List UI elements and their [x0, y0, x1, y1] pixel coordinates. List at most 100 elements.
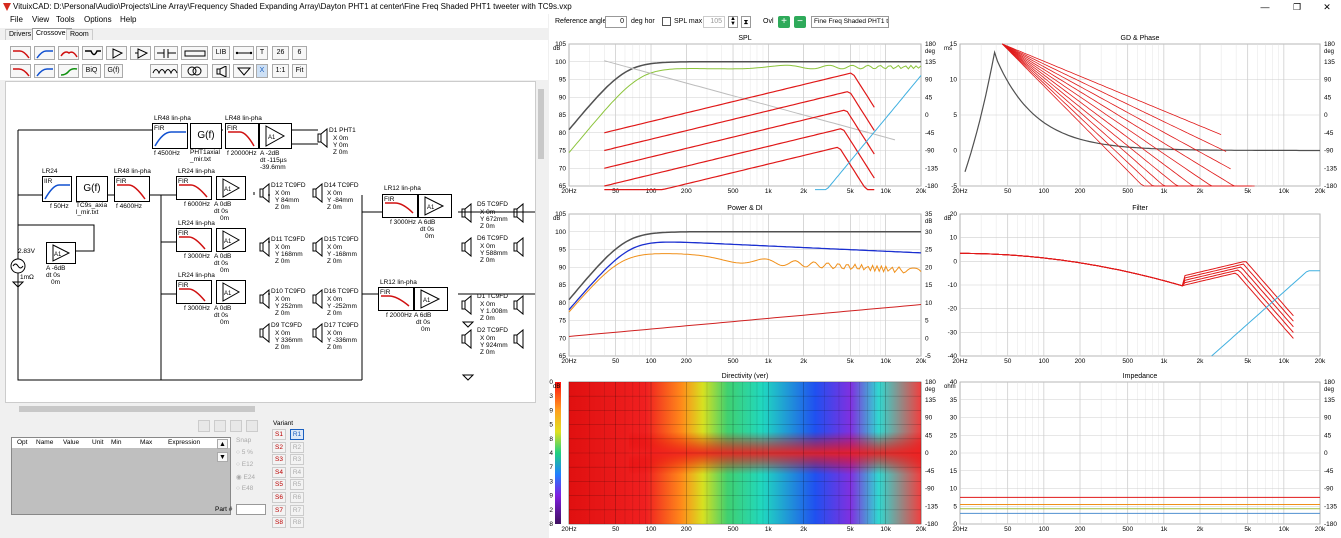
maximize-button[interactable]: ❐ — [1292, 2, 1302, 12]
amplifier-button[interactable] — [130, 46, 151, 60]
d6-pair-driver-icon[interactable] — [513, 236, 525, 258]
lr24-3000a-block[interactable]: FIR — [176, 228, 212, 252]
d15-driver-icon[interactable] — [312, 236, 324, 258]
variant-r5[interactable]: R5 — [290, 479, 304, 491]
variant-s8[interactable]: S8 — [272, 517, 286, 529]
d5-driver-icon[interactable] — [461, 202, 473, 224]
notch-filter-button[interactable] — [82, 46, 103, 60]
font-size-6-button[interactable]: 6 — [292, 46, 307, 60]
ref-angle-input[interactable]: 0 — [605, 16, 627, 28]
d1-tc9-driver-icon[interactable] — [461, 294, 473, 316]
d6-driver-icon[interactable] — [461, 236, 473, 258]
lr24-3000a-amp[interactable]: A1 — [216, 228, 246, 252]
transformer-button[interactable] — [181, 64, 208, 78]
shelf-filter-button[interactable] — [58, 64, 79, 78]
col-unit[interactable]: Unit — [92, 439, 104, 446]
variant-s5[interactable]: S5 — [272, 479, 286, 491]
lr12-2000-amp[interactable]: A1 — [414, 287, 448, 311]
buffer-button[interactable] — [106, 46, 127, 60]
font-size-26-button[interactable]: 26 — [272, 46, 289, 60]
variant-s1[interactable]: S1 — [272, 429, 286, 440]
col-value[interactable]: Value — [63, 439, 80, 446]
lr24-highpass-block[interactable]: IIR — [42, 176, 72, 202]
variant-r2[interactable]: R2 — [290, 441, 304, 453]
variant-r6[interactable]: R6 — [290, 492, 304, 503]
col-expression[interactable]: Expression — [168, 439, 201, 446]
hourglass-icon[interactable]: ⧗ — [741, 16, 751, 28]
x-toggle-button[interactable]: X — [256, 64, 268, 78]
move-up-button[interactable]: ▲ — [217, 439, 228, 449]
lr24-3000b-block[interactable]: FIR — [176, 280, 212, 304]
close-button[interactable]: ✕ — [1323, 2, 1331, 12]
d9-driver-icon[interactable] — [259, 322, 271, 344]
add-overlay-button[interactable]: + — [778, 16, 790, 28]
gf-tc9-block[interactable]: G(f) — [76, 176, 108, 202]
lowpass2-filter-button[interactable] — [10, 64, 31, 78]
part-number-input[interactable] — [236, 504, 266, 515]
variant-r8[interactable]: R8 — [290, 517, 304, 529]
variant-s4[interactable]: S4 — [272, 466, 286, 478]
variant-s6[interactable]: S6 — [272, 492, 286, 503]
schematic-canvas[interactable]: 2.83V 1mΩ A1 A -6dB dt 0s 0m LR24 IIR f … — [5, 81, 536, 403]
zoom-1to1-button[interactable]: 1:1 — [272, 64, 289, 78]
move-down-button[interactable]: ▼ — [217, 452, 228, 462]
menu-help[interactable]: Help — [120, 15, 137, 24]
menu-view[interactable]: View — [32, 15, 50, 24]
tab-drivers[interactable]: Drivers — [5, 29, 36, 40]
col-name[interactable]: Name — [36, 439, 54, 446]
variant-s7[interactable]: S7 — [272, 504, 286, 516]
d1-pht-driver-icon[interactable] — [317, 127, 329, 149]
schematic-horizontal-scrollbar[interactable] — [5, 403, 536, 414]
lr12-3000-block[interactable]: FIR — [382, 194, 418, 218]
gf-pht-block[interactable]: G(f) — [190, 123, 222, 149]
variant-s2[interactable]: S2 — [272, 441, 286, 453]
schematic-vertical-scrollbar[interactable] — [536, 81, 546, 403]
lr48-4500-block[interactable]: FIR — [152, 123, 188, 149]
col-max[interactable]: Max — [140, 439, 153, 446]
overlay-name-input[interactable]: Fine Freq Shaded PHT1 tw — [811, 16, 889, 28]
spl-max-checkbox[interactable] — [662, 17, 671, 26]
wire-button[interactable] — [233, 46, 254, 60]
snap-5pct[interactable]: ○ 5 % — [236, 449, 253, 456]
menu-file[interactable]: File — [10, 15, 23, 24]
lr24-3000b-amp[interactable]: A1 — [216, 280, 246, 304]
d10-driver-icon[interactable] — [259, 288, 271, 310]
variant-r3[interactable]: R3 — [290, 454, 304, 466]
opt-button-2[interactable] — [214, 420, 226, 432]
pht-amp[interactable]: A1 — [259, 123, 292, 149]
snap-e12[interactable]: ○ E12 — [236, 461, 254, 468]
lowpass-filter-button[interactable] — [10, 46, 31, 60]
library-button[interactable]: LIB — [212, 46, 230, 60]
zoom-fit-button[interactable]: Fit — [292, 64, 307, 78]
driver-button[interactable] — [212, 64, 230, 78]
text-button[interactable]: T — [256, 46, 268, 60]
lr48-4600-block[interactable]: FIR — [114, 176, 150, 202]
inductor-button[interactable] — [150, 64, 178, 78]
opt-button-4[interactable] — [246, 420, 258, 432]
d1-pair-driver-icon[interactable] — [513, 294, 525, 316]
lr48-20k-block[interactable]: FIR — [225, 123, 259, 149]
capacitor-button[interactable] — [154, 46, 178, 60]
opt-button-1[interactable] — [198, 420, 210, 432]
resistor-button[interactable] — [181, 46, 208, 60]
lr24-6000-amp[interactable]: A1 — [216, 176, 246, 200]
highpass2-filter-button[interactable] — [34, 64, 55, 78]
lr12-3000-amp[interactable]: A1 — [418, 194, 452, 218]
gf-button[interactable]: G(f) — [104, 64, 123, 78]
variant-r1[interactable]: R1 — [290, 429, 304, 440]
tab-room[interactable]: Room — [66, 29, 93, 40]
spl-max-input[interactable]: 105 — [703, 16, 725, 28]
d11-driver-icon[interactable] — [259, 236, 271, 258]
vscroll-thumb[interactable] — [538, 89, 544, 159]
variant-r4[interactable]: R4 — [290, 466, 304, 478]
hscroll-thumb[interactable] — [19, 406, 255, 412]
lr12-2000-block[interactable]: FIR — [378, 287, 414, 311]
d5-pair-driver-icon[interactable] — [513, 202, 525, 224]
d16-driver-icon[interactable] — [312, 288, 324, 310]
variant-r7[interactable]: R7 — [290, 504, 304, 516]
menu-options[interactable]: Options — [84, 15, 112, 24]
d2-tc9-driver-icon[interactable] — [461, 328, 473, 350]
minimize-button[interactable]: — — [1260, 2, 1270, 12]
snap-e48[interactable]: ○ E48 — [236, 485, 254, 492]
